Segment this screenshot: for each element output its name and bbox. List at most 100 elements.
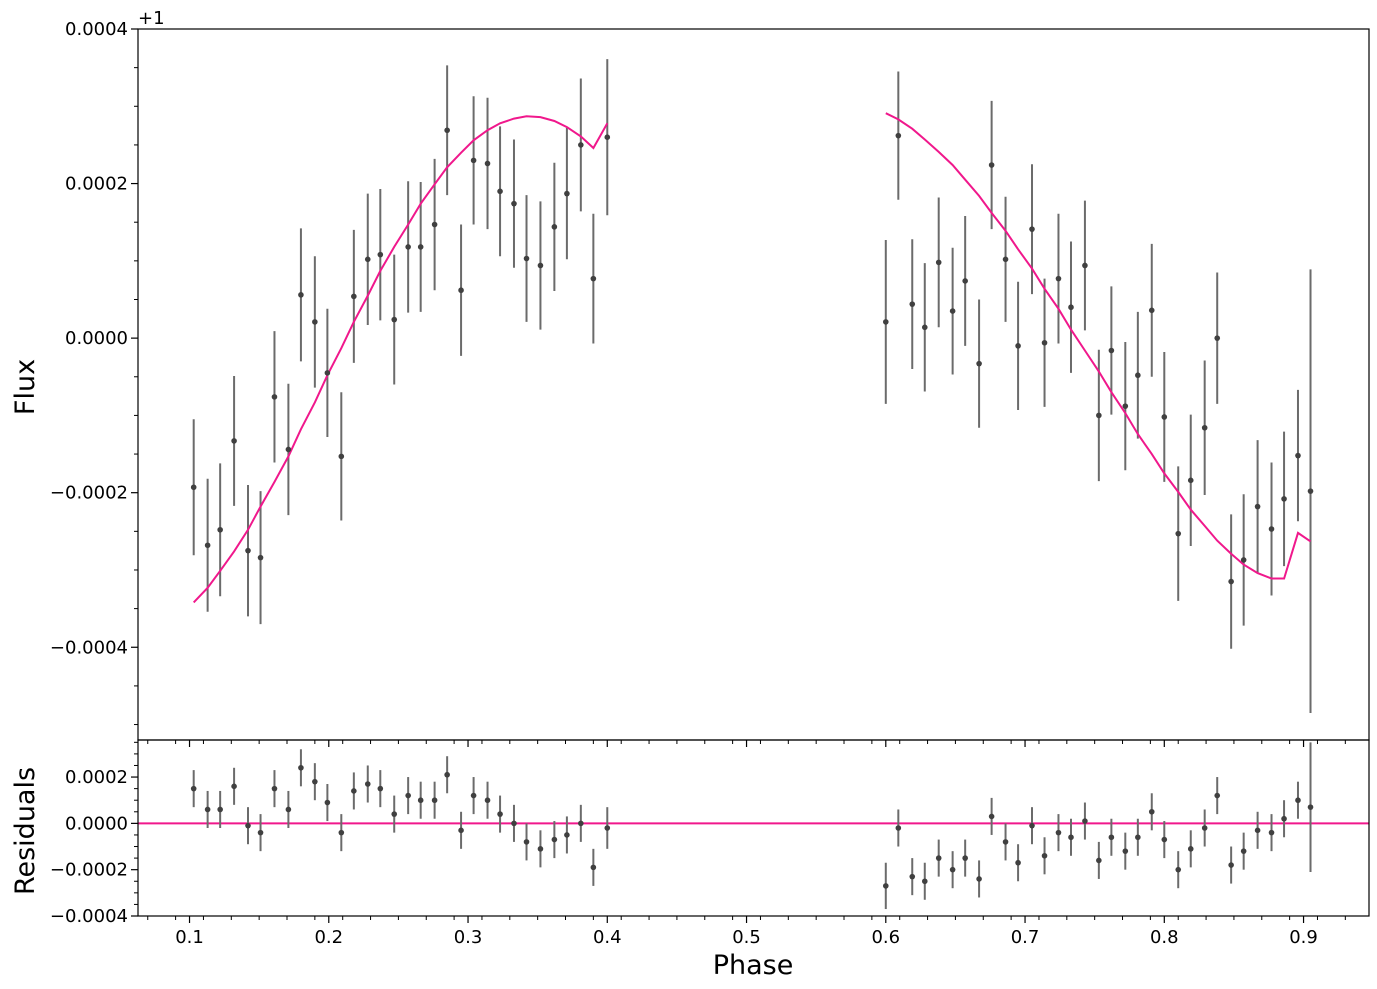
flux-data-point — [391, 316, 398, 323]
residual-data-point — [1228, 862, 1234, 868]
flux-data-point — [364, 256, 371, 263]
residual-data-point — [1240, 848, 1247, 854]
flux-data-point — [405, 244, 411, 250]
flux-data-point — [1281, 496, 1287, 502]
flux-data-point — [1161, 414, 1168, 420]
residual-data-point — [537, 846, 544, 852]
residual-data-point — [1029, 822, 1035, 829]
residual-data-point — [1187, 846, 1194, 852]
residual-data-point — [962, 855, 968, 861]
phase-x-tick-label: 0.7 — [1011, 927, 1040, 948]
residual-data-point — [458, 827, 464, 834]
residual-data-point — [391, 811, 398, 817]
flux-y-axis-label: Flux — [10, 359, 41, 415]
residual-data-point — [882, 883, 889, 889]
flux-y-tick-label: 0.0000 — [65, 328, 128, 349]
flux-data-point — [285, 446, 292, 453]
flux-y-tick-label: 0.0002 — [65, 174, 128, 195]
phase-x-tick-label: 0.5 — [732, 927, 761, 948]
residual-data-point — [298, 764, 304, 771]
residual-data-point — [417, 797, 424, 804]
flux-data-point — [1096, 412, 1102, 419]
residual-data-point — [1268, 829, 1275, 836]
flux-data-point — [1175, 530, 1182, 537]
flux-data-point — [312, 319, 318, 325]
flux-offset-label: +1 — [138, 8, 165, 29]
residual-data-point — [231, 783, 237, 790]
residual-data-point — [324, 799, 331, 806]
flux-data-point — [1015, 343, 1021, 349]
residual-data-point — [285, 806, 292, 813]
flux-data-point — [1029, 226, 1035, 232]
residual-data-point — [1281, 815, 1287, 822]
phase-x-tick-label: 0.6 — [871, 927, 900, 948]
residual-data-point — [1002, 839, 1009, 845]
flux-y-tick-label: −0.0004 — [50, 637, 128, 658]
residual-data-point — [564, 832, 570, 838]
flux-data-point — [1295, 452, 1301, 459]
flux-panel: −0.0004 −0.0002 0.0000 0.0002 0.0004 +1 Flux — [10, 8, 1370, 747]
residual-data-point — [351, 788, 357, 794]
flux-y-tick-label: −0.0002 — [50, 483, 128, 504]
flux-data-point — [204, 542, 211, 549]
flux-data-point — [578, 142, 584, 148]
residual-data-point — [1015, 859, 1021, 866]
residual-data-point — [312, 778, 318, 785]
residual-data-point — [909, 873, 916, 880]
flux-data-point — [551, 224, 558, 230]
residual-data-point — [551, 836, 558, 843]
flux-data-point — [417, 244, 424, 250]
residual-data-point — [377, 785, 384, 792]
flux-y-tick-label: 0.0004 — [65, 19, 128, 40]
residual-data-point — [895, 825, 902, 831]
flux-data-point — [1108, 347, 1115, 354]
flux-data-point — [1268, 526, 1275, 532]
phase-x-ticks: 0.1 0.2 0.3 0.4 0.5 0.6 0.7 0.8 0.9 — [147, 916, 1346, 948]
residual-y-tick-label: −0.0004 — [50, 906, 128, 927]
residual-data-point — [1055, 829, 1062, 836]
flux-data-point — [537, 262, 544, 269]
flux-data-point — [231, 438, 237, 444]
flux-x-ticks — [147, 740, 1346, 747]
residual-data-point — [949, 866, 956, 873]
flux-data-point — [1187, 477, 1194, 484]
phase-x-tick-label: 0.4 — [593, 927, 622, 948]
phase-x-tick-label: 0.9 — [1289, 927, 1318, 948]
residual-data-point — [1122, 848, 1129, 854]
flux-data-point — [564, 190, 570, 197]
flux-data-point — [1254, 503, 1261, 510]
residual-data-point — [935, 855, 942, 861]
residual-data-point — [590, 864, 597, 871]
residual-data-point — [1108, 834, 1115, 841]
flux-error-bars — [192, 59, 1312, 713]
residuals-panel-frame — [137, 739, 1370, 917]
flux-data-point — [590, 275, 597, 282]
residual-data-point — [338, 829, 345, 836]
residual-data-point — [484, 797, 491, 804]
flux-y-ticks: −0.0004 −0.0002 0.0000 0.0002 0.0004 — [50, 19, 138, 726]
residual-data-point — [364, 781, 371, 787]
flux-data-point — [1002, 256, 1009, 263]
flux-data-point — [1135, 372, 1141, 379]
residual-data-point — [245, 822, 251, 829]
residual-data-point — [190, 785, 197, 792]
residual-y-tick-label: 0.0002 — [65, 767, 128, 788]
residual-data-point — [1214, 792, 1221, 799]
flux-data-point — [1214, 335, 1221, 341]
flux-data-point — [895, 132, 902, 139]
residual-data-point — [497, 811, 503, 817]
flux-data-points — [190, 127, 1314, 585]
phase-x-tick-label: 0.3 — [454, 927, 483, 948]
flux-data-point — [431, 221, 438, 228]
flux-data-point — [497, 188, 503, 195]
flux-data-point — [1068, 304, 1074, 311]
flux-data-point — [298, 292, 304, 298]
flux-data-point — [882, 319, 889, 325]
residuals-y-ticks: −0.0004 −0.0002 0.0000 0.0002 — [50, 741, 138, 927]
phase-x-axis-label: Phase — [713, 950, 794, 981]
flux-data-point — [1307, 488, 1314, 494]
model-curve-segment — [885, 112, 1312, 580]
flux-data-point — [444, 127, 450, 134]
flux-data-point — [217, 526, 223, 533]
